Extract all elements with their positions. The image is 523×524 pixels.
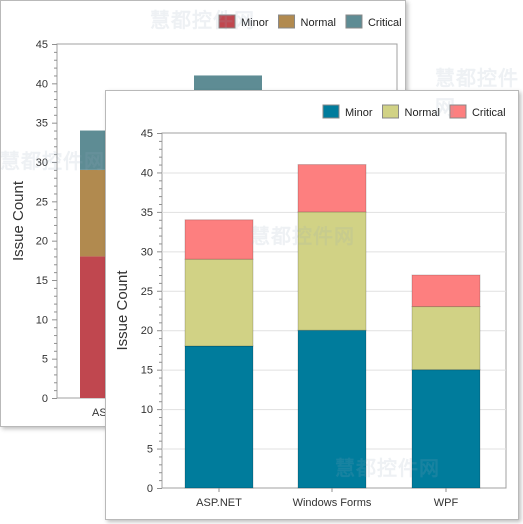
back-y-tick-label: 45 — [36, 39, 48, 51]
front-legend-swatch — [449, 104, 467, 119]
front-x-tick-label: ASP.NET — [196, 497, 242, 509]
back-y-tick-label: 5 — [42, 354, 48, 366]
back-y-tick-label: 25 — [36, 196, 48, 208]
back-legend-swatch — [218, 14, 236, 29]
back-y-tick-label: 20 — [36, 236, 48, 248]
front-legend-swatch — [382, 104, 400, 119]
front-bar-critical — [184, 219, 254, 260]
front-y-tick-label: 0 — [147, 483, 153, 495]
front-x-tick-label: WPF — [434, 497, 459, 509]
back-legend-swatch — [345, 14, 363, 29]
back-y-axis-title: Issue Count — [10, 180, 27, 261]
front-chart: 0 5 10 15 20 25 30 35 40 45 Issue Count ASP.NET Wind… — [114, 104, 507, 509]
front-legend-label: Normal — [405, 107, 440, 119]
front-x-tick-label: Windows Forms — [293, 497, 372, 509]
back-y-tick-label: 40 — [36, 78, 48, 90]
back-y-tick-label: 10 — [36, 314, 48, 326]
front-y-tick-label: 30 — [141, 246, 153, 258]
front-bar-normal — [297, 211, 367, 331]
back-y-tick-label: 0 — [42, 393, 48, 405]
front-y-tick-label: 45 — [141, 128, 153, 140]
front-bar-minor — [411, 369, 481, 489]
front-bar-normal — [184, 258, 254, 347]
front-bar-minor — [297, 329, 367, 489]
front-y-tick-label: 35 — [141, 207, 153, 219]
front-bar-normal — [411, 306, 481, 371]
back-legend-swatch — [278, 14, 296, 29]
front-legend-label: Critical — [472, 107, 506, 119]
front-y-tick-label: 10 — [141, 404, 153, 416]
front-y-tick-label: 5 — [147, 444, 153, 456]
front-chart-panel: 0 5 10 15 20 25 30 35 40 45 Issue Count ASP.NET Wind… — [105, 90, 519, 520]
front-y-tick-label: 25 — [141, 286, 153, 298]
front-y-tick-label: 15 — [141, 365, 153, 377]
back-legend-label: Normal — [301, 17, 336, 29]
front-bar-critical — [411, 274, 481, 308]
back-legend-label: Minor — [241, 17, 269, 29]
front-legend-swatch — [322, 104, 340, 119]
front-y-axis-title: Issue Count — [114, 270, 131, 351]
back-y-tick-label: 15 — [36, 275, 48, 287]
front-y-tick-label: 40 — [141, 167, 153, 179]
front-bar-critical — [297, 164, 367, 213]
back-legend-label: Critical — [368, 17, 402, 29]
front-y-tick-label: 20 — [141, 325, 153, 337]
back-y-tick-label: 35 — [36, 118, 48, 130]
back-y-tick-label: 30 — [36, 157, 48, 169]
front-bar-minor — [184, 345, 254, 489]
front-legend-label: Minor — [345, 107, 373, 119]
